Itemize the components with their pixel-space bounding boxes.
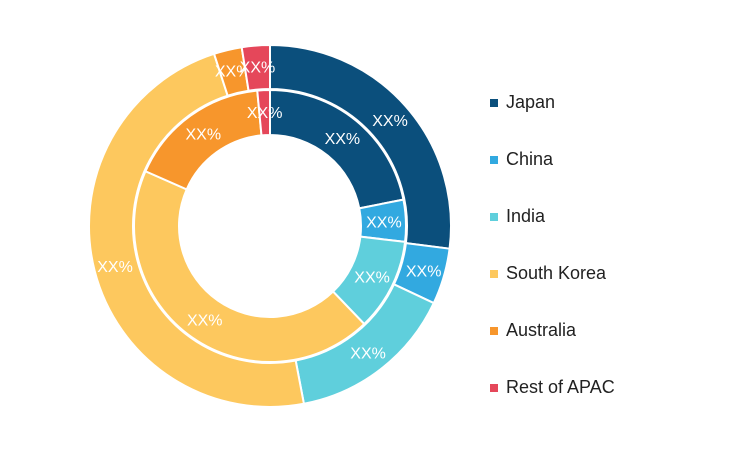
legend-item-rest-of-apac: Rest of APAC <box>490 359 615 416</box>
inner-slice-label-japan: XX% <box>325 131 361 148</box>
legend-label: Japan <box>506 92 556 112</box>
legend-label: China <box>506 149 554 169</box>
inner-slice-south-korea <box>133 169 366 363</box>
legend-swatch <box>490 98 498 107</box>
donut-rings: XX%XX%XX%XX%XX%XX%XX%XX%XX%XX%XX%XX% <box>88 43 452 408</box>
outer-slice-label-japan: XX% <box>372 113 408 130</box>
legend-item-australia: Australia <box>490 302 615 359</box>
legend-swatch <box>490 155 498 164</box>
outer-slice-label-australia: XX% <box>215 63 251 80</box>
legend-label: Rest of APAC <box>506 377 615 397</box>
legend-item-china: China <box>490 131 615 188</box>
legend-label: Australia <box>506 320 577 340</box>
legend-swatch <box>490 212 498 221</box>
inner-slice-label-south-korea: XX% <box>187 312 223 329</box>
legend-item-japan: Japan <box>490 74 615 131</box>
legend-swatch <box>490 269 498 278</box>
legend-label: India <box>506 206 546 226</box>
inner-slice-rest-of-apac <box>256 88 271 137</box>
outer-slice-label-china: XX% <box>406 264 442 281</box>
inner-slice-label-india: XX% <box>354 270 390 287</box>
legend-item-india: India <box>490 188 615 245</box>
legend-swatch <box>490 383 498 392</box>
inner-slice-label-rest-of-apac: XX% <box>247 105 283 122</box>
legend-label: South Korea <box>506 263 607 283</box>
legend-swatch <box>490 326 498 335</box>
inner-slice-label-australia: XX% <box>185 127 221 144</box>
chart-legend: Japan China India South Korea Australia Rest … <box>490 74 615 416</box>
outer-slice-label-rest-of-apac: XX% <box>240 59 276 76</box>
inner-slice-label-china: XX% <box>366 215 402 232</box>
outer-slice-label-south-korea: XX% <box>97 259 133 276</box>
legend-item-south-korea: South Korea <box>490 245 615 302</box>
outer-slice-label-india: XX% <box>350 345 386 362</box>
